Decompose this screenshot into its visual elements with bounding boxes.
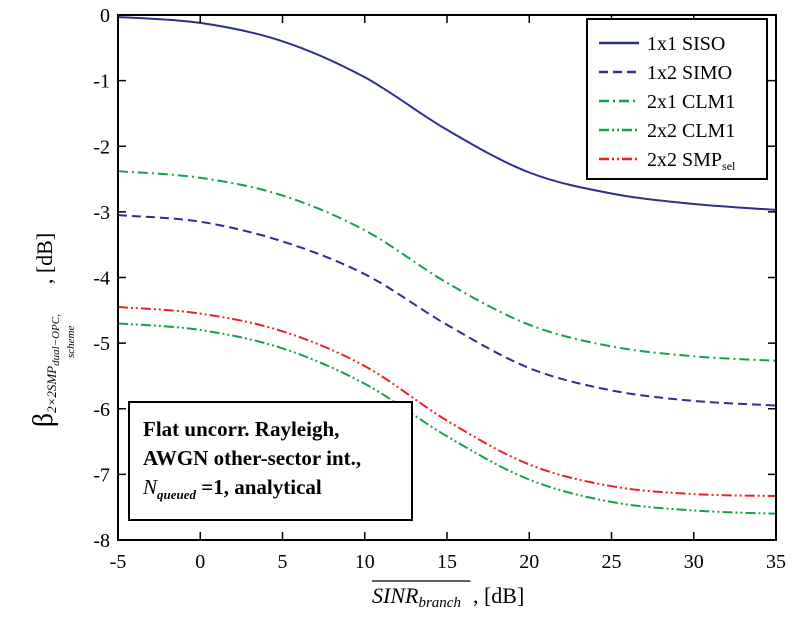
tick-layer: -5 0 5 10 15 20 25 30 35 0 -1 -2 -3 -4 -5 -6 -7 -8 <box>93 5 786 573</box>
legend-frame <box>586 18 768 180</box>
y-axis-label-sub1b: dual−OPC, <box>50 314 62 366</box>
legend-items: 1x1 SISO 1x2 SIMO 2x1 CLM1 2x2 CLM1 2x2 SMPs… <box>599 33 736 173</box>
series-line-1 <box>117 15 777 211</box>
legend-label-2: 1x2 SIMO <box>647 62 732 84</box>
y-tick-label: -5 <box>93 333 110 355</box>
series-layer <box>117 15 777 515</box>
x-tick-label: 35 <box>766 551 786 573</box>
legend-label-5: 2x2 SMPsel <box>647 149 736 173</box>
series-line-5 <box>117 306 777 497</box>
y-tick-label: -2 <box>93 136 110 158</box>
y-tick-label: -8 <box>93 530 110 552</box>
annotation-var-sub: queued <box>157 487 197 502</box>
y-axis-label-unit: , [dB] <box>32 233 57 284</box>
y-tick-label: -4 <box>93 268 110 290</box>
legend-label-4: 2x2 CLM1 <box>647 120 735 142</box>
annotation-box: Flat uncorr. Rayleigh, AWGN other-sector… <box>128 401 413 521</box>
y-tick-label: -7 <box>93 464 110 486</box>
series-line-3 <box>117 170 777 362</box>
y-axis-label-main: β <box>28 413 59 427</box>
x-tick-label: 15 <box>437 551 457 573</box>
x-axis-label-main: SINR <box>372 583 419 608</box>
annotation-rest: =1, analytical <box>196 475 322 499</box>
x-tick-label: -5 <box>110 551 127 573</box>
annotation-var: N <box>142 475 158 499</box>
legend-label-3: 2x1 CLM1 <box>647 91 735 113</box>
annotation-line-3: Nqueued =1, analytical <box>142 475 322 502</box>
legend-label-1: 1x1 SISO <box>647 33 725 55</box>
y-tick-label: -6 <box>93 399 110 421</box>
y-tick-label: -1 <box>93 71 110 93</box>
legend: 1x1 SISO 1x2 SIMO 2x1 CLM1 2x2 CLM1 2x2 SMPs… <box>586 18 768 180</box>
x-axis-label-text: SINRbranch , [dB] <box>372 583 524 611</box>
x-axis-label-unit: , [dB] <box>473 583 524 608</box>
series-line-4 <box>117 322 777 515</box>
x-tick-label: 25 <box>602 551 622 573</box>
annotation-line-1: Flat uncorr. Rayleigh, <box>143 417 339 441</box>
y-axis-label-sub2: scheme <box>65 326 77 358</box>
x-tick-label: 20 <box>519 551 539 573</box>
y-tick-label: -3 <box>93 202 110 224</box>
series-line-2 <box>117 214 777 407</box>
x-tick-label: 30 <box>684 551 704 573</box>
x-axis-label: SINRbranch , [dB] <box>372 580 524 611</box>
x-tick-label: 10 <box>355 551 375 573</box>
x-tick-label: 0 <box>195 551 205 573</box>
y-axis-label: β2×2SMPdual−OPC, , [dB] scheme <box>28 233 77 427</box>
y-axis-label-text: β2×2SMPdual−OPC, , [dB] <box>28 233 62 427</box>
y-axis-label-sub1: 2×2SMP <box>44 366 59 413</box>
x-axis-label-sub: branch <box>418 595 461 611</box>
x-tick-label: 5 <box>278 551 288 573</box>
y-tick-label: 0 <box>100 5 110 27</box>
annotation-frame <box>128 401 413 521</box>
annotation-line-2: AWGN other-sector int., <box>143 446 361 470</box>
